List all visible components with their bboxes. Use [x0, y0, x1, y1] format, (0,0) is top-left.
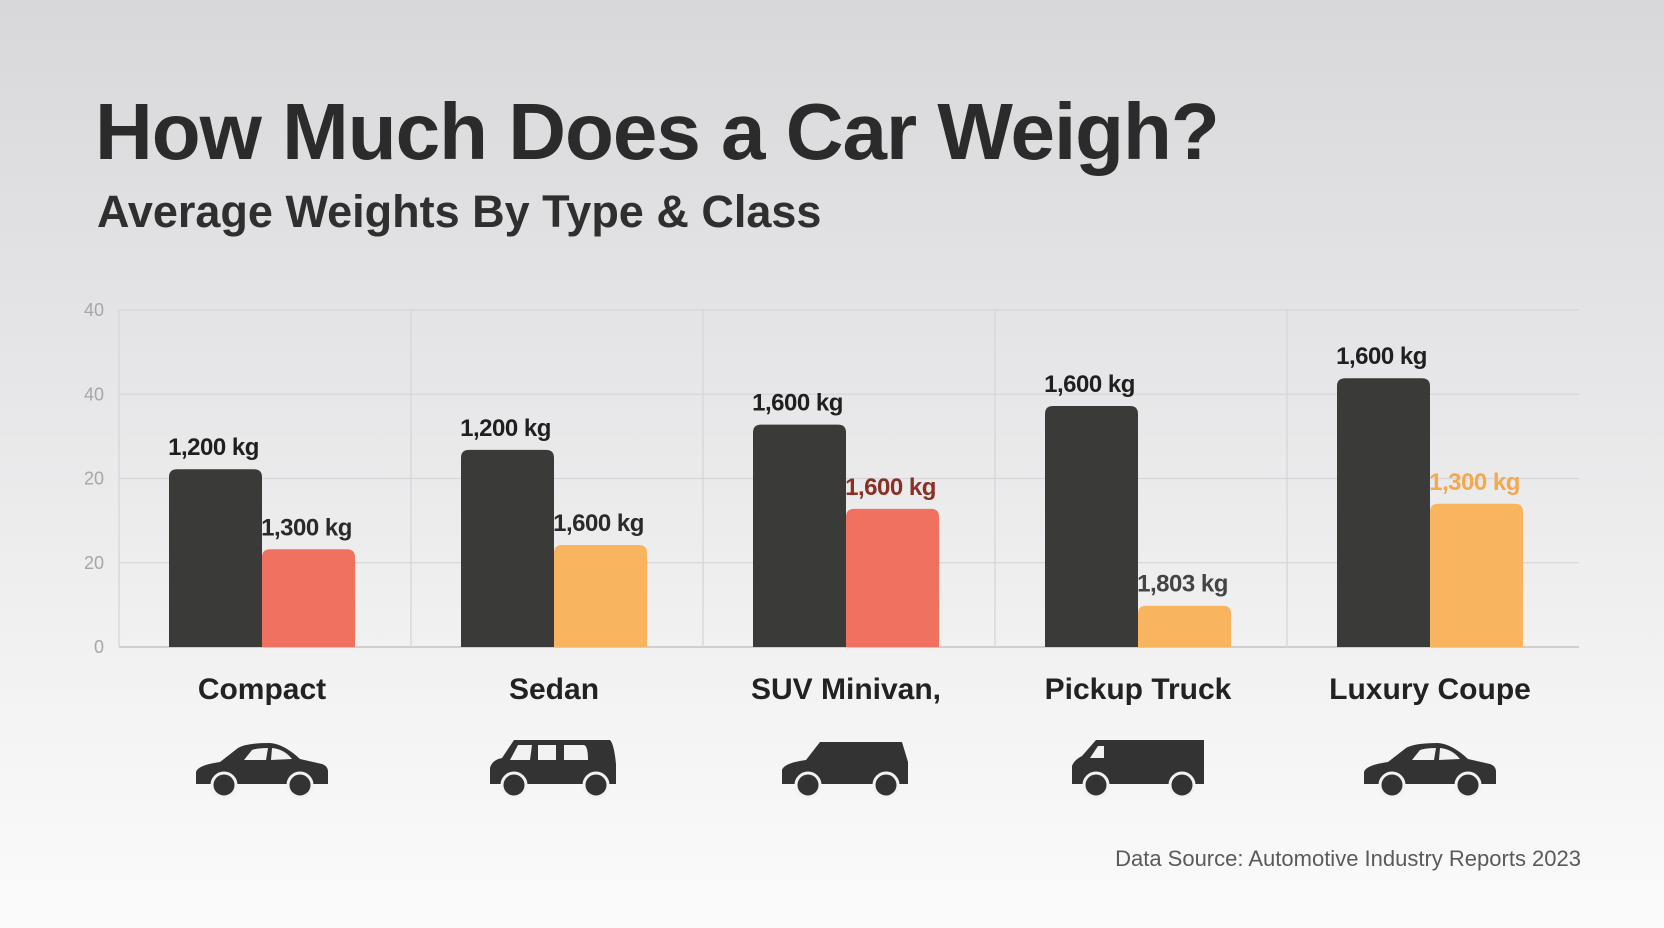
chart-title: How Much Does a Car Weigh?: [95, 87, 1220, 176]
y-tick-label: 0: [94, 637, 104, 657]
category-label: Luxury Coupe: [1329, 673, 1531, 706]
category-label: SUV Minivan,: [751, 673, 941, 706]
van-icon: [1070, 738, 1206, 798]
data-label: 1,300 kg: [261, 514, 352, 541]
bar-series-2: [846, 508, 939, 647]
bar-series-2: [262, 549, 355, 647]
category-label: Compact: [198, 673, 326, 706]
bar-series-1: [753, 424, 846, 647]
data-label: 1,600 kg: [845, 474, 936, 501]
bar-series-1: [461, 449, 554, 647]
category-label: Sedan: [509, 673, 599, 706]
category-label: Pickup Truck: [1045, 673, 1232, 706]
wagon-car-icon: [488, 738, 618, 798]
data-label: 1,600 kg: [752, 390, 843, 417]
chart-subtitle: Average Weights By Type & Class: [97, 186, 822, 237]
data-label: 1,200 kg: [460, 415, 551, 442]
bar-series-2: [554, 545, 647, 647]
data-label: 1,200 kg: [168, 434, 259, 461]
data-label: 1,600 kg: [553, 510, 644, 537]
y-tick-label: 20: [84, 469, 104, 489]
data-label: 1,600 kg: [1044, 371, 1135, 398]
bar-series-1: [1337, 378, 1430, 647]
sedan-car-icon: [194, 741, 330, 798]
suv-car-icon: [780, 740, 910, 798]
bar-series-1: [1045, 406, 1138, 647]
y-tick-label: 20: [84, 553, 104, 573]
y-tick-label: 40: [84, 384, 104, 404]
data-label: 1,600 kg: [1336, 343, 1427, 370]
data-label: 1,300 kg: [1429, 469, 1520, 496]
bar-series-1: [169, 469, 262, 647]
bar-series-2: [1138, 605, 1231, 647]
y-tick-label: 40: [84, 300, 104, 320]
data-source-note: Data Source: Automotive Industry Reports…: [1115, 846, 1581, 871]
bar-series-2: [1430, 503, 1523, 647]
data-label: 1,803 kg: [1137, 571, 1228, 598]
sedan-car-icon: [1362, 741, 1498, 798]
